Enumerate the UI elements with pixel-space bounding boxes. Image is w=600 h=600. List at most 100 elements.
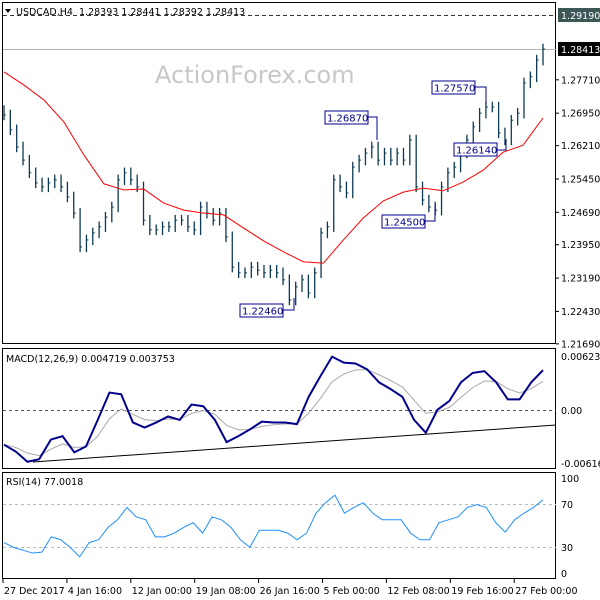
time-tick-label: 12 Jan 00:00	[132, 586, 192, 597]
price-bar	[440, 181, 444, 216]
price-panel-frame	[2, 2, 556, 344]
price-bar	[60, 174, 64, 193]
price-bar	[263, 264, 266, 279]
price-bar	[504, 127, 507, 146]
price-tick-label: 1.22430	[561, 307, 600, 318]
price-bar	[358, 154, 362, 173]
price-tick-label: 1.26950	[561, 109, 600, 120]
price-bar	[282, 267, 286, 286]
price-bar	[73, 191, 76, 219]
macd-title: MACD(12,26,9) 0.004719 0.003753	[6, 354, 175, 365]
price-bar	[364, 147, 368, 166]
price-bar	[333, 174, 336, 233]
rsi-panel-frame	[2, 472, 556, 579]
rsi-tick-70: 70	[561, 500, 573, 511]
resistance-tag	[558, 8, 600, 22]
moving-average-line	[3, 71, 544, 264]
price-tick-label: 1.21690	[561, 339, 600, 350]
price-bar	[54, 174, 57, 189]
rsi-title: RSI(14) 77.0018	[6, 477, 83, 488]
annotations: 1.26870 1.27570 1.26140 1.24500 1.22460	[239, 80, 507, 318]
price-bar	[269, 264, 273, 279]
price-bar	[130, 167, 133, 186]
price-bar	[180, 214, 184, 226]
price-bar	[383, 147, 387, 166]
rsi-tick-0: 0	[561, 569, 567, 580]
macd-line	[3, 355, 544, 463]
resistance-tag-text: 1.29190	[561, 11, 600, 22]
price-bar	[326, 221, 330, 239]
price-bar	[16, 124, 19, 153]
price-bar	[523, 77, 526, 119]
price-bar	[256, 261, 260, 276]
macd-signal-line	[3, 369, 544, 457]
price-bar	[402, 147, 406, 166]
header: USDCAD,H4 1.28393 1.28441 1.28392 1.2841…	[5, 7, 245, 18]
price-bar	[314, 267, 317, 299]
annotation-connector	[497, 140, 507, 151]
annotation-box	[324, 110, 369, 125]
price-bar	[485, 101, 488, 119]
time-tick-label: 27 Dec 2017	[4, 586, 65, 597]
time-tick-label: 12 Feb 08:00	[387, 586, 449, 597]
time-tick-label: 27 Feb 00:00	[515, 586, 577, 597]
price-bar	[301, 274, 305, 293]
price-bar	[472, 121, 476, 146]
price-tick-label: 1.23190	[561, 274, 600, 285]
macd-tick-zero: 0.00	[561, 406, 582, 417]
annotation-low-2: 1.24500	[384, 218, 425, 229]
rsi-line	[3, 494, 544, 558]
price-bar	[149, 214, 152, 236]
macd-trendline	[32, 424, 557, 463]
price-bar	[415, 134, 419, 193]
annotation-low-1: 1.26140	[456, 146, 497, 157]
annotation-high-2: 1.27570	[434, 84, 475, 95]
price-bar	[288, 274, 292, 306]
price-tick-label: 1.23950	[561, 240, 600, 251]
annotation-box	[431, 80, 476, 95]
price-bar	[453, 161, 457, 179]
price-tick-label: 1.26210	[561, 141, 600, 152]
price-bar	[295, 281, 298, 306]
price-bar	[104, 211, 108, 233]
price-bar	[193, 221, 197, 236]
price-bar	[79, 207, 83, 253]
price-tick-label: 1.24690	[561, 208, 600, 219]
macd-panel-frame	[2, 348, 556, 469]
price-bar	[142, 181, 146, 226]
price-bar	[28, 154, 32, 179]
annotation-connector	[283, 298, 295, 311]
price-bar	[320, 227, 324, 279]
price-tick-label: 1.25450	[561, 174, 600, 185]
price-bar	[187, 214, 190, 233]
price-bar	[117, 174, 121, 213]
price-bar	[168, 221, 171, 233]
price-bar	[174, 214, 178, 233]
price-bar	[22, 141, 26, 166]
price-bar	[123, 167, 127, 186]
price-bar	[307, 274, 311, 299]
macd-tick-max: 0.006232	[561, 352, 600, 363]
price-bar	[47, 177, 51, 193]
annotation-box	[453, 142, 498, 157]
time-tick-label: 19 Feb 16:00	[451, 586, 513, 597]
price-bar	[3, 105, 6, 121]
price-bar	[345, 181, 349, 199]
watermark: ActionForex.com	[155, 61, 355, 89]
collapse-triangle-icon[interactable]	[5, 9, 11, 13]
price-bar	[85, 234, 89, 253]
annotation-connector	[425, 205, 436, 222]
annotation-connector	[368, 116, 378, 140]
annotation-box	[239, 303, 284, 318]
price-bar	[212, 207, 216, 226]
price-bar	[352, 161, 355, 199]
price-bar	[66, 181, 70, 203]
rsi-tick-100: 100	[561, 474, 579, 485]
price-bar	[237, 261, 241, 279]
price-bar	[155, 224, 159, 236]
price-bar	[206, 201, 209, 219]
current-price-tag	[558, 42, 600, 56]
price-tick-label: 1.27710	[561, 75, 600, 86]
price-bar	[244, 267, 247, 279]
